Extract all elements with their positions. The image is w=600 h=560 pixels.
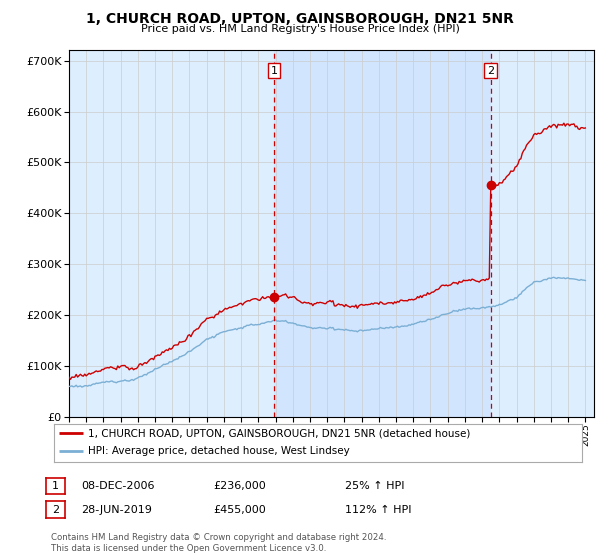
Text: 08-DEC-2006: 08-DEC-2006 (81, 481, 155, 491)
Text: Contains HM Land Registry data © Crown copyright and database right 2024.
This d: Contains HM Land Registry data © Crown c… (51, 533, 386, 553)
Bar (274, 50, 491, 417)
Text: HPI: Average price, detached house, West Lindsey: HPI: Average price, detached house, West… (88, 446, 350, 456)
Text: 112% ↑ HPI: 112% ↑ HPI (345, 505, 412, 515)
Text: 2: 2 (52, 505, 59, 515)
Text: 1: 1 (271, 66, 278, 76)
Text: 1, CHURCH ROAD, UPTON, GAINSBOROUGH, DN21 5NR: 1, CHURCH ROAD, UPTON, GAINSBOROUGH, DN2… (86, 12, 514, 26)
Text: 2: 2 (487, 66, 494, 76)
Text: 1, CHURCH ROAD, UPTON, GAINSBOROUGH, DN21 5NR (detached house): 1, CHURCH ROAD, UPTON, GAINSBOROUGH, DN2… (88, 428, 470, 438)
Text: 1: 1 (52, 481, 59, 491)
Text: £236,000: £236,000 (213, 481, 266, 491)
Text: 28-JUN-2019: 28-JUN-2019 (81, 505, 152, 515)
Text: £455,000: £455,000 (213, 505, 266, 515)
Text: 25% ↑ HPI: 25% ↑ HPI (345, 481, 404, 491)
Text: Price paid vs. HM Land Registry's House Price Index (HPI): Price paid vs. HM Land Registry's House … (140, 24, 460, 34)
